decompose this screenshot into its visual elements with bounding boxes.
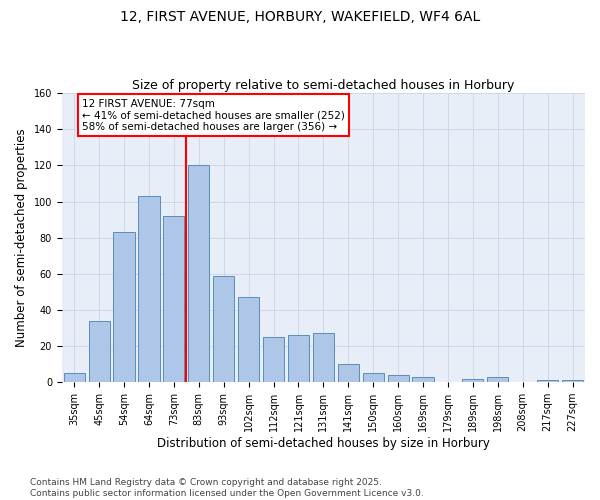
Y-axis label: Number of semi-detached properties: Number of semi-detached properties — [15, 128, 28, 347]
Bar — [338, 364, 359, 382]
Text: Contains HM Land Registry data © Crown copyright and database right 2025.
Contai: Contains HM Land Registry data © Crown c… — [30, 478, 424, 498]
Bar — [113, 232, 134, 382]
Bar — [263, 337, 284, 382]
Bar — [362, 373, 384, 382]
Bar — [89, 321, 110, 382]
Bar — [562, 380, 583, 382]
Bar — [139, 196, 160, 382]
Bar — [238, 298, 259, 382]
Bar — [213, 276, 235, 382]
Bar — [163, 216, 184, 382]
Title: Size of property relative to semi-detached houses in Horbury: Size of property relative to semi-detach… — [132, 79, 515, 92]
X-axis label: Distribution of semi-detached houses by size in Horbury: Distribution of semi-detached houses by … — [157, 437, 490, 450]
Bar — [412, 377, 434, 382]
Bar — [188, 166, 209, 382]
Bar — [288, 336, 309, 382]
Bar — [487, 377, 508, 382]
Bar — [64, 373, 85, 382]
Text: 12 FIRST AVENUE: 77sqm
← 41% of semi-detached houses are smaller (252)
58% of se: 12 FIRST AVENUE: 77sqm ← 41% of semi-det… — [82, 98, 344, 132]
Bar — [388, 375, 409, 382]
Text: 12, FIRST AVENUE, HORBURY, WAKEFIELD, WF4 6AL: 12, FIRST AVENUE, HORBURY, WAKEFIELD, WF… — [120, 10, 480, 24]
Bar — [462, 378, 484, 382]
Bar — [313, 334, 334, 382]
Bar — [537, 380, 558, 382]
